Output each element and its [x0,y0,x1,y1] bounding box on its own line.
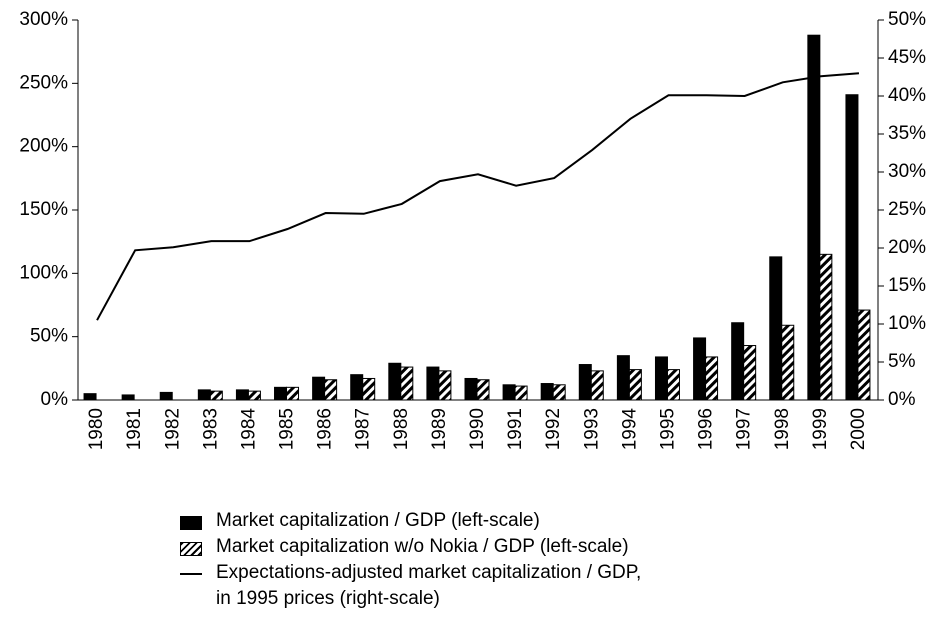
chart: 0% 50% 100% 150% 200% 250% 300% 0% 5% 10% 15% 20% 25… [19,9,926,451]
bar [578,364,592,401]
bar [400,366,414,401]
bar [274,386,288,401]
y-tick-label: 300% [19,9,68,30]
y2-tick-label: 35% [888,123,926,144]
bar [438,370,452,401]
legend-swatch [180,516,202,530]
legend-label: Market capitalization w/o Nokia / GDP (l… [216,536,629,557]
y2-tick-label: 25% [888,199,926,220]
x-tick-label: 1980 [86,408,107,450]
bar [350,374,364,401]
bar [121,394,135,401]
legend-label: Market capitalization / GDP (left-scale) [216,510,540,531]
x-tick-label: 1995 [657,408,678,450]
bar [552,384,566,401]
x-tick-label: 1992 [543,408,564,450]
bar [693,337,707,401]
bar [769,256,783,401]
bar [502,384,516,401]
y2-tick-label: 20% [888,237,926,258]
bar [476,379,490,401]
bar [807,34,821,401]
bar [616,355,630,401]
y-tick-label: 0% [41,389,69,410]
y2-tick-label: 45% [888,47,926,68]
x-tick-label: 1999 [810,408,831,450]
bar [514,385,528,401]
x-tick-label: 1986 [315,408,336,450]
line [96,72,860,321]
x-tick-label: 1988 [391,408,412,450]
bar [590,370,604,401]
x-tick-label: 1985 [277,408,298,450]
legend-item: Expectations-adjusted market capitalizat… [180,562,641,609]
bar [731,322,745,401]
bar [247,390,261,401]
x-tick-label: 1983 [200,408,221,450]
bar [819,253,833,401]
bar [857,309,871,401]
bar [464,377,478,401]
x-tick-label: 1997 [734,408,755,450]
y2-tick-label: 40% [888,85,926,106]
x-tick-label: 1982 [162,408,183,450]
bar [312,376,326,401]
x-tick-label: 1998 [772,408,793,450]
x-tick-label: 1984 [238,408,259,451]
bar [159,391,173,401]
x-tick-label: 1989 [429,408,450,450]
bar [540,383,554,401]
y2-tick-label: 15% [888,275,926,296]
y-tick-label: 200% [19,136,68,157]
x-tick-label: 2000 [848,408,869,450]
bar [362,377,376,401]
x-tick-label: 1987 [353,408,374,450]
bar [426,366,440,401]
y-tick-label: 250% [19,72,68,93]
bar [324,379,338,401]
legend-swatch [180,542,202,556]
y2-tick-label: 5% [888,351,916,372]
x-tick-label: 1996 [696,408,717,450]
bar [286,386,300,401]
bar [781,324,795,401]
x-tick-label: 1993 [581,408,602,450]
bar [388,362,402,401]
y2-tick-label: 30% [888,161,926,182]
legend-label: Expectations-adjusted market capitalizat… [216,562,642,609]
legend-swatch [180,573,202,575]
bar [628,369,642,401]
bar [654,356,668,401]
legend: Market capitalization / GDP (left-scale)… [180,510,641,609]
bar [235,389,249,401]
bar [705,356,719,401]
y2-tick-label: 50% [888,9,926,30]
bar [743,345,757,401]
legend-item: Market capitalization / GDP (left-scale) [180,510,641,538]
legend-item: Market capitalization w/o Nokia / GDP (l… [180,536,641,564]
y-tick-label: 150% [19,199,68,220]
y2-tick-label: 0% [888,389,916,410]
y-tick-label: 50% [30,326,68,347]
bar [209,390,223,401]
y-tick-label: 100% [19,262,68,283]
bar [83,393,97,401]
bar [197,389,211,401]
x-tick-label: 1981 [124,408,145,450]
bar [666,369,680,401]
x-tick-label: 1994 [619,408,640,451]
x-tick-label: 1991 [505,408,526,450]
y2-tick-label: 10% [888,313,926,334]
x-tick-label: 1990 [467,408,488,450]
bar [845,94,859,401]
